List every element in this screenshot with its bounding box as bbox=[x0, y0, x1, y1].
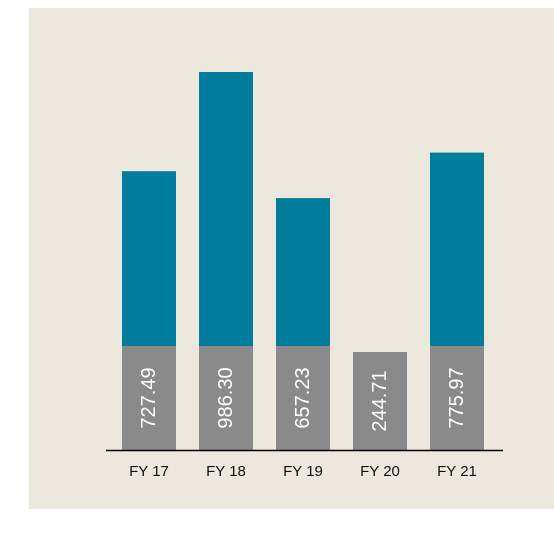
value-label-box bbox=[122, 346, 176, 450]
value-label-box bbox=[199, 346, 253, 450]
data-label: 244.71 bbox=[369, 370, 391, 431]
value-label-box bbox=[353, 352, 407, 450]
chart-panel: 727.49 FY 17 986.30 FY 18 657.23 FY 19 244.71 F… bbox=[29, 8, 554, 509]
data-label: 986.30 bbox=[215, 367, 237, 428]
bar bbox=[122, 171, 176, 346]
data-label: 727.49 bbox=[138, 367, 160, 428]
x-tick-label: FY 21 bbox=[437, 463, 477, 480]
data-label: 657.23 bbox=[292, 367, 314, 428]
x-tick-label: FY 19 bbox=[283, 463, 323, 480]
bar bbox=[430, 152, 484, 346]
x-tick-label: FY 17 bbox=[129, 463, 169, 480]
value-label-box bbox=[276, 346, 330, 450]
x-tick-label: FY 18 bbox=[206, 463, 246, 480]
value-label-box bbox=[430, 346, 484, 450]
bar bbox=[276, 198, 330, 346]
data-label: 775.97 bbox=[446, 367, 468, 428]
bar bbox=[199, 72, 253, 346]
x-tick-label: FY 20 bbox=[360, 463, 400, 480]
bar-chart: 727.49 FY 17 986.30 FY 18 657.23 FY 19 244.71 F… bbox=[106, 72, 503, 480]
